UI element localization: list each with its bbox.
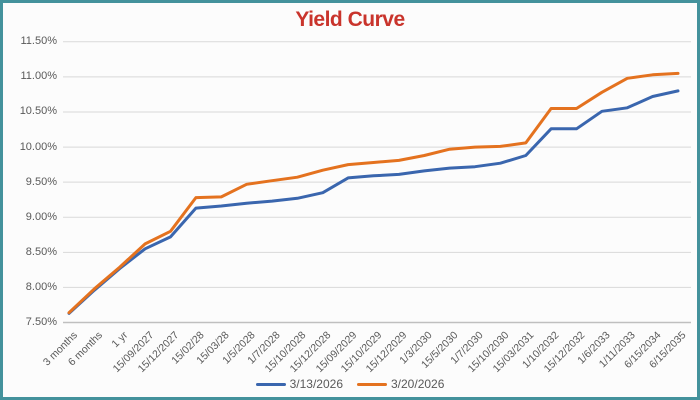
legend: 3/13/2026 3/20/2026 [3, 377, 697, 391]
chart-title: Yield Curve [295, 8, 405, 31]
y-axis-tick-label: 7.50% [25, 316, 57, 328]
legend-label: 3/13/2026 [289, 377, 343, 391]
y-axis-tick-label: 11.50% [20, 35, 58, 48]
y-axis-tick-label: 11.00% [20, 70, 58, 83]
y-axis-tick-label: 10.00% [19, 140, 57, 153]
legend-line-marker-icon [255, 382, 286, 386]
y-axis-tick-label: 8.50% [25, 245, 57, 258]
plot-area [63, 41, 691, 324]
y-axis-tick-label: 10.50% [19, 105, 57, 118]
series-line-3-20-2026 [67, 71, 680, 315]
series-line-3-13-2026 [67, 89, 680, 315]
legend-item: 3/13/2026 [255, 377, 343, 391]
y-axis-tick-label: 9.00% [25, 210, 57, 223]
legend-line-marker-icon [357, 382, 387, 386]
y-axis-tick-label: 8.00% [25, 280, 57, 293]
legend-label: 3/20/2026 [391, 377, 445, 391]
legend-item: 3/20/2026 [357, 377, 444, 391]
y-axis-tick-label: 9.50% [25, 175, 57, 188]
